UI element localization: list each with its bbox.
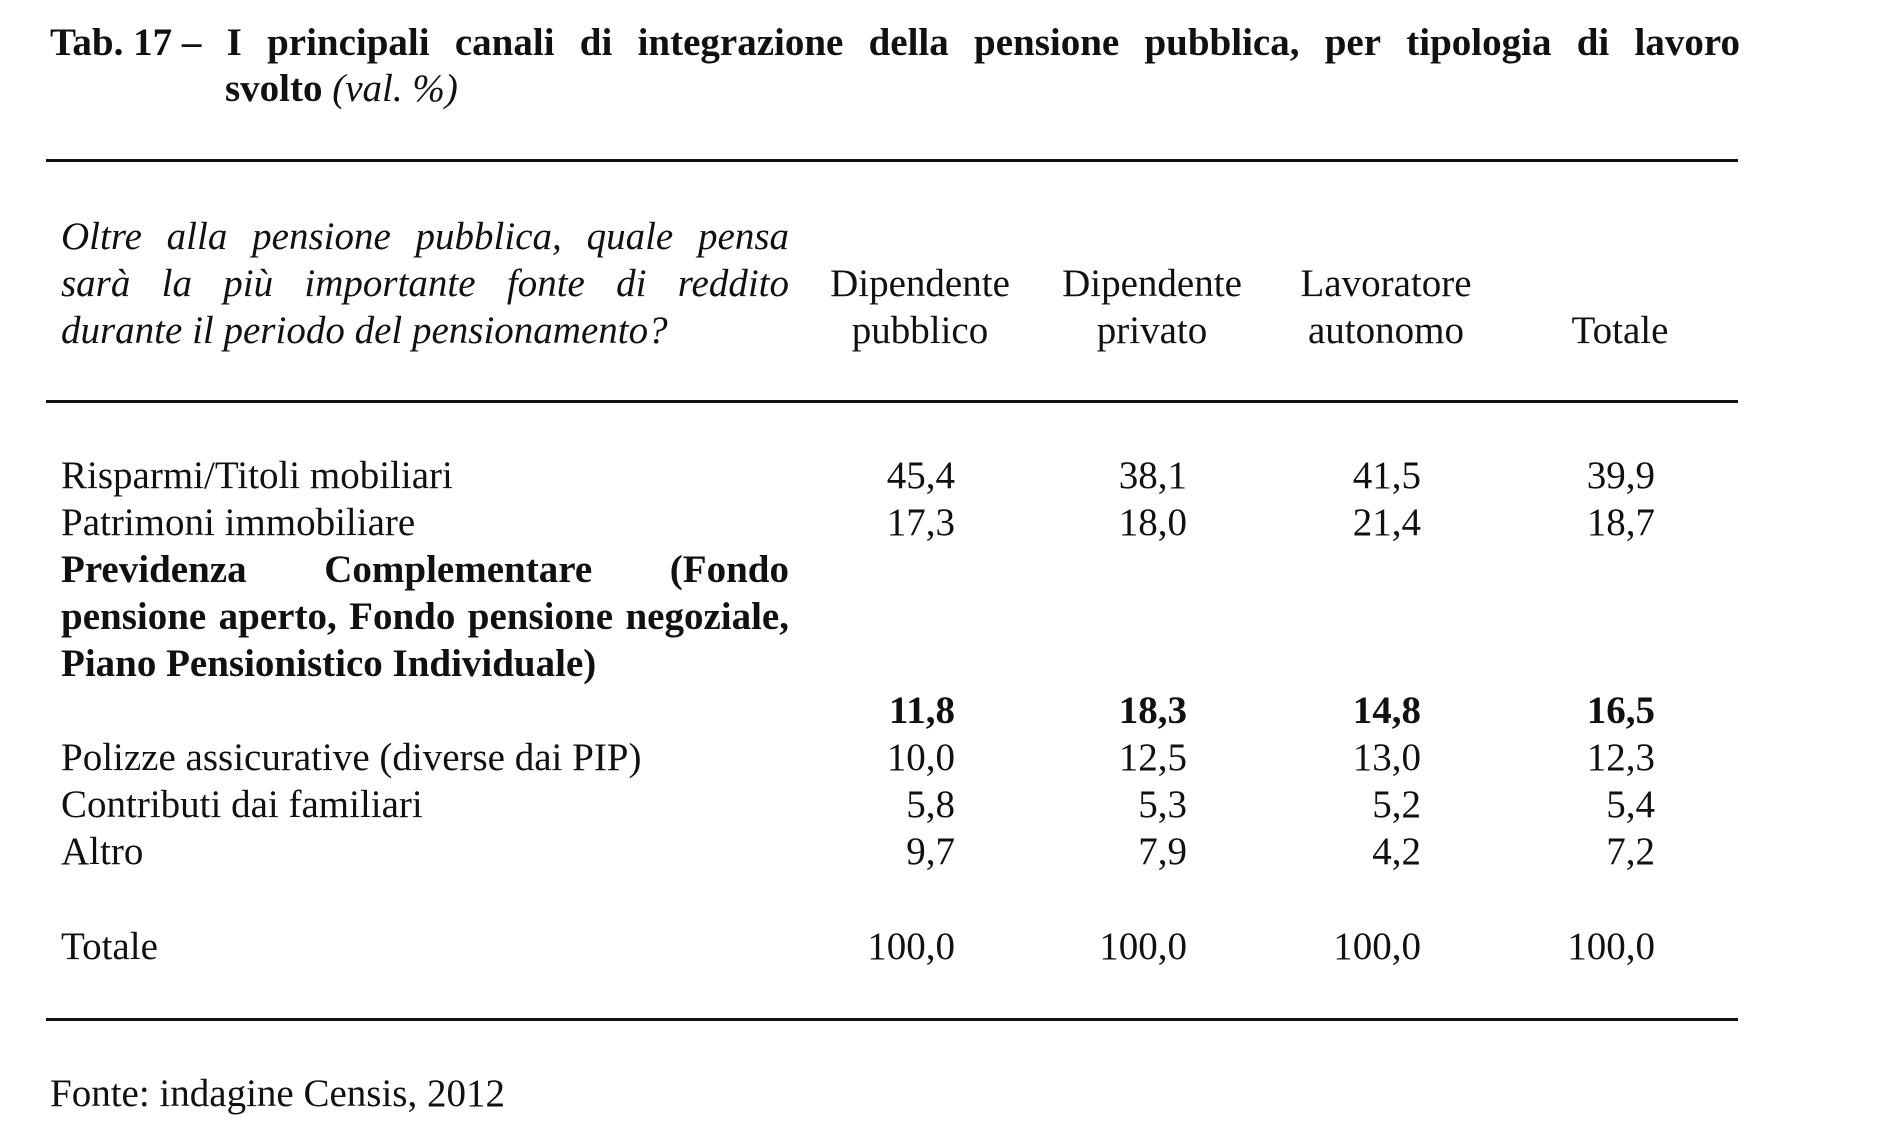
cell-dipendente-privato: 100,0	[1099, 925, 1187, 968]
column-header-line: pubblico	[851, 309, 989, 352]
cell-dipendente-privato: 7,9	[1138, 830, 1187, 873]
cell-dipendente-privato: 18,3	[1118, 689, 1187, 732]
row-label-multiline: Previdenza Complementare (Fondo pensione…	[61, 548, 789, 685]
cell-dipendente-pubblico: 17,3	[886, 501, 955, 544]
cell-totale: 5,4	[1606, 783, 1655, 826]
cell-dipendente-pubblico: 11,8	[888, 689, 955, 732]
cell-totale: 7,2	[1606, 830, 1655, 873]
cell-dipendente-pubblico: 45,4	[886, 454, 955, 497]
title-word: della	[868, 21, 949, 64]
cell-totale: 16,5	[1586, 689, 1655, 732]
row-label: Altro	[61, 830, 144, 873]
cell-totale: 12,3	[1586, 736, 1655, 779]
title-word: I	[226, 21, 242, 64]
cell-dipendente-pubblico: 9,7	[906, 830, 955, 873]
column-header-line: Dipendente	[1062, 262, 1242, 305]
title-word: principali	[267, 21, 430, 64]
bottom-rule	[46, 1018, 1738, 1021]
table-title: Tab. 17 – I principali canali di integra…	[50, 20, 1740, 112]
cell-dipendente-pubblico: 100,0	[867, 925, 955, 968]
cell-dipendente-privato: 38,1	[1118, 454, 1187, 497]
title-word: pubblica,	[1144, 21, 1300, 64]
cell-lavoratore-autonomo: 14,8	[1352, 689, 1421, 732]
column-header-lavoratore-autonomo: Lavoratore autonomo	[1286, 260, 1486, 354]
table-title-line-1: Tab. 17 – I principali canali di integra…	[50, 20, 1740, 66]
source-note: Fonte: indagine Censis, 2012	[50, 1072, 505, 1115]
cell-totale: 18,7	[1586, 501, 1655, 544]
title-word: pensione	[974, 21, 1120, 64]
column-header-line: Totale	[1571, 309, 1669, 352]
header-question: Oltre alla pensione pubblica, quale pens…	[61, 215, 789, 352]
title-prefix: Tab. 17 –	[50, 21, 202, 64]
title-word: tipologia	[1406, 21, 1552, 64]
title-word: di	[1576, 21, 1610, 64]
title-word: per	[1324, 21, 1382, 64]
column-header-line: Lavoratore	[1300, 262, 1472, 305]
row-label: Contributi dai familiari	[61, 783, 423, 826]
cell-lavoratore-autonomo: 4,2	[1372, 830, 1421, 873]
cell-lavoratore-autonomo: 5,2	[1372, 783, 1421, 826]
row-label: Polizze assicurative (diverse dai PIP)	[61, 736, 642, 779]
column-header-dipendente-privato: Dipendente privato	[1052, 260, 1252, 354]
cell-dipendente-privato: 5,3	[1138, 783, 1187, 826]
cell-lavoratore-autonomo: 21,4	[1352, 501, 1421, 544]
header-rule	[46, 400, 1738, 403]
cell-totale: 100,0	[1567, 925, 1655, 968]
cell-dipendente-privato: 12,5	[1118, 736, 1187, 779]
row-label: Risparmi/Titoli mobiliari	[61, 454, 453, 497]
cell-lavoratore-autonomo: 100,0	[1333, 925, 1421, 968]
column-header-dipendente-pubblico: Dipendente pubblico	[820, 260, 1020, 354]
title-word: integrazione	[637, 21, 844, 64]
title-word: lavoro	[1634, 21, 1740, 64]
total-label: Totale	[61, 925, 158, 968]
column-header-line: autonomo	[1308, 309, 1464, 352]
row-label: Patrimoni immobiliare	[61, 501, 416, 544]
title-word: canali	[454, 21, 555, 64]
cell-lavoratore-autonomo: 41,5	[1352, 454, 1421, 497]
top-rule	[46, 159, 1738, 162]
cell-totale: 39,9	[1586, 454, 1655, 497]
column-header-line: privato	[1096, 309, 1208, 352]
title-word: di	[579, 21, 613, 64]
table-title-line-2: svolto (val. %)	[50, 66, 1740, 112]
cell-dipendente-pubblico: 10,0	[886, 736, 955, 779]
cell-dipendente-privato: 18,0	[1118, 501, 1187, 544]
title-unit: (val. %)	[332, 67, 458, 110]
column-header-totale: Totale	[1520, 307, 1720, 354]
cell-lavoratore-autonomo: 13,0	[1352, 736, 1421, 779]
column-header-line: Dipendente	[830, 262, 1010, 305]
title-line2-bold: svolto	[225, 67, 323, 110]
cell-dipendente-pubblico: 5,8	[906, 783, 955, 826]
